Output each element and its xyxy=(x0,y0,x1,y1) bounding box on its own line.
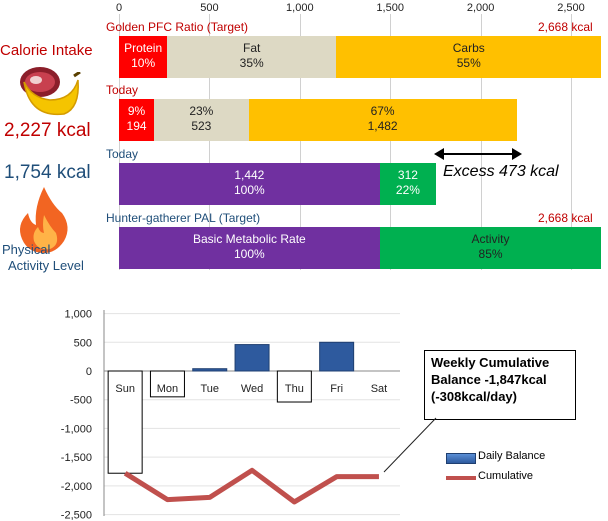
segment-protein-target: Protein 10% xyxy=(119,36,168,78)
grid-line xyxy=(480,14,482,270)
bar-thu xyxy=(276,370,312,403)
segment-name: Fat xyxy=(243,41,261,55)
y-tick-label: -2,500 xyxy=(61,510,92,521)
legend-label: Cumulative xyxy=(478,470,534,482)
segment-kcal: 1,482 xyxy=(367,119,398,133)
segment-pct: 35% xyxy=(239,56,264,70)
legend-swatch-bar xyxy=(446,453,476,464)
x-tick-label: 2,000 xyxy=(466,2,495,14)
y-tick-label: -500 xyxy=(70,395,92,407)
x-tick-label: 2,500 xyxy=(557,2,585,14)
segment-pct: 23% xyxy=(189,104,214,118)
legend-label: Daily Balance xyxy=(478,450,546,462)
x-category-label: Wed xyxy=(241,383,263,395)
callout-pointer xyxy=(383,417,437,473)
grid-line xyxy=(571,14,572,270)
segment-fat-target: Fat 35% xyxy=(167,36,337,78)
double-arrow-icon xyxy=(434,148,522,160)
banana-icon xyxy=(23,72,81,116)
x-tick-label: 1,500 xyxy=(376,2,404,14)
pal-label-line2: Activity Level xyxy=(8,258,84,273)
y-tick-label: -2,000 xyxy=(61,481,92,493)
x-category-label: Thu xyxy=(285,383,304,395)
segment-bmr-target: Basic Metabolic Rate 100% xyxy=(119,227,380,269)
segment-name: Basic Metabolic Rate xyxy=(192,232,306,246)
top-stacked-bar-chart: 0 500 1,000 1,500 2,000 2,500 Golden PFC Rati… xyxy=(106,2,602,270)
y-tick-label: 0 xyxy=(86,366,92,378)
row-label-today-intake: Today xyxy=(106,83,139,97)
row-label-golden-pfc: Golden PFC Ratio (Target) xyxy=(106,20,249,34)
segment-pct: 85% xyxy=(478,247,503,261)
segment-kcal: 1,442 xyxy=(234,168,265,182)
segment-name: Protein xyxy=(124,41,163,55)
y-tick-label: 1,000 xyxy=(64,309,92,321)
x-category-label: Sat xyxy=(371,383,388,395)
x-category-label: Fri xyxy=(330,383,343,395)
fire-icon xyxy=(20,187,68,253)
x-tick-label: 500 xyxy=(200,2,219,14)
segment-kcal: 523 xyxy=(191,119,212,133)
segment-activity-target: Activity 85% xyxy=(379,227,602,269)
cumulative-line xyxy=(123,467,379,505)
row-right-label-golden-pfc: 2,668 kcal xyxy=(538,20,593,34)
burn-value: 1,754 kcal xyxy=(4,162,91,183)
segment-pct: 67% xyxy=(370,104,395,118)
y-tick-label: 500 xyxy=(74,337,92,349)
segment-name: Carbs xyxy=(452,41,485,55)
segment-pct: 9% xyxy=(127,104,146,118)
weekly-balance-chart: 1,000 500 0 -500 -1,000 -1,500 -2,000 -2,500 Su… xyxy=(61,309,400,521)
row-right-label-hunter-gatherer: 2,668 kcal xyxy=(538,211,593,225)
bar-tue xyxy=(192,368,228,372)
segment-carbs-target: Carbs 55% xyxy=(336,36,602,78)
bar-fri xyxy=(319,341,355,372)
weekly-summary-callout: Weekly Cumulative Balance -1,847kcal (-3… xyxy=(424,350,576,420)
y-tick-label: -1,000 xyxy=(61,423,92,435)
segment-activity-today: 312 22% xyxy=(379,163,437,205)
segment-pct: 100% xyxy=(234,183,265,197)
intake-value: 2,227 kcal xyxy=(4,120,91,141)
segment-kcal: 194 xyxy=(126,119,147,133)
segment-fat-today: 23% 523 xyxy=(154,99,249,141)
grid-line xyxy=(299,14,301,270)
bar-wed xyxy=(234,344,270,372)
pal-label-line1: Physical xyxy=(2,242,51,257)
y-tick-label: -1,500 xyxy=(61,452,92,464)
row-label-today-burn: Today xyxy=(106,147,139,161)
segment-kcal: 312 xyxy=(397,168,418,182)
x-tick-label: 1,000 xyxy=(286,2,314,14)
segment-pct: 100% xyxy=(234,247,265,261)
callout-line: Weekly Cumulative xyxy=(431,355,550,370)
segment-pct: 55% xyxy=(456,56,481,70)
x-category-label: Tue xyxy=(200,383,219,395)
x-category-label: Mon xyxy=(157,383,178,395)
segment-protein-today: 9% 194 xyxy=(119,99,155,141)
row-label-hunter-gatherer: Hunter-gatherer PAL (Target) xyxy=(106,211,261,225)
calorie-intake-label: Calorie Intake xyxy=(0,42,93,59)
segment-name: Activity xyxy=(471,232,510,246)
grid-line xyxy=(390,14,392,270)
legend-swatch-line xyxy=(446,476,476,480)
bar-mon xyxy=(149,370,185,398)
segment-bmr-today: 1,442 100% xyxy=(119,163,380,205)
segment-pct: 22% xyxy=(395,183,420,197)
callout-line: (-308kcal/day) xyxy=(431,389,517,404)
segment-carbs-today: 67% 1,482 xyxy=(248,99,517,141)
x-category-label: Sun xyxy=(115,383,135,395)
meat-icon xyxy=(20,67,60,97)
x-tick-label: 0 xyxy=(115,2,123,14)
excess-label: Excess 473 kcal xyxy=(443,163,559,180)
segment-pct: 10% xyxy=(131,56,156,70)
grid-line xyxy=(119,14,120,270)
callout-line: Balance -1,847kcal xyxy=(431,372,547,387)
grid-line xyxy=(209,14,211,270)
